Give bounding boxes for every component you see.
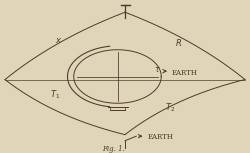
Text: EARTH: EARTH: [171, 69, 197, 77]
Text: $T_1$: $T_1$: [50, 89, 60, 101]
Text: $R$: $R$: [175, 37, 182, 48]
Text: $x$: $x$: [55, 36, 62, 45]
Text: $T_2$: $T_2$: [165, 101, 175, 114]
Text: $\tau$: $\tau$: [154, 65, 160, 74]
Text: Fig. 1.: Fig. 1.: [102, 146, 126, 153]
Text: EARTH: EARTH: [148, 133, 174, 141]
